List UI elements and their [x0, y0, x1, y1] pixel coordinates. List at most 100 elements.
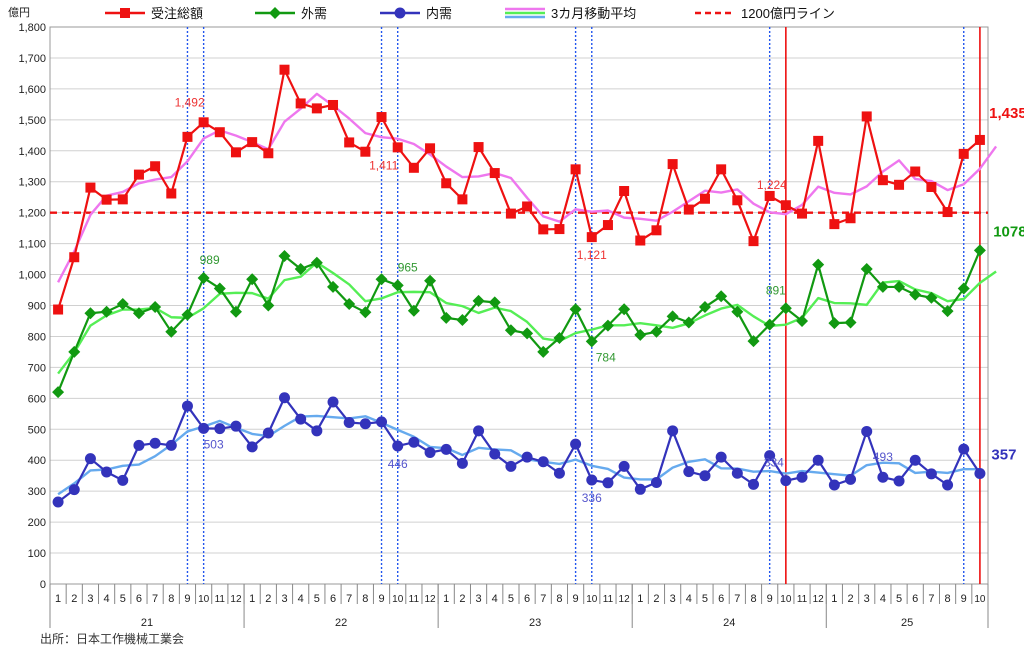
external-demand-point	[310, 256, 323, 269]
total-orders-point	[166, 188, 177, 199]
domestic-demand-point	[942, 479, 954, 491]
domestic-demand-point	[553, 467, 565, 479]
x-tick-label: 3	[670, 593, 676, 605]
x-tick-label: 3	[281, 593, 287, 605]
domestic-demand-point	[634, 483, 646, 495]
domestic-demand-point	[165, 439, 177, 451]
year-label: 21	[141, 617, 153, 629]
data-label: 989	[200, 253, 220, 267]
x-tick-label: 5	[508, 593, 514, 605]
domestic-demand-point	[667, 425, 679, 437]
x-tick-label: 2	[847, 593, 853, 605]
ma-external-line	[57, 261, 997, 375]
external-demand-point	[197, 271, 210, 284]
data-label: 1,411	[369, 158, 398, 172]
domestic-demand-point	[198, 422, 210, 434]
total-orders-point	[230, 147, 241, 158]
data-label: 493	[873, 450, 893, 464]
total-orders-point	[53, 304, 64, 315]
domestic-demand-point	[586, 474, 598, 486]
total-orders-point	[344, 137, 355, 148]
data-label: 357	[991, 447, 1016, 464]
legend-item: 内需	[380, 6, 452, 21]
x-tick-label: 1	[443, 593, 449, 605]
y-tick-label: 1,600	[18, 84, 46, 96]
x-tick-label: 7	[152, 593, 158, 605]
total-orders-point	[910, 166, 921, 177]
total-orders-point	[247, 137, 258, 148]
y-tick-label: 500	[28, 424, 46, 436]
domestic-demand-point	[650, 477, 662, 489]
external-demand-line	[57, 249, 981, 393]
external-demand-point	[796, 314, 809, 327]
x-tick-label: 12	[813, 594, 825, 605]
external-demand-point	[229, 305, 242, 318]
x-tick-label: 5	[896, 593, 902, 605]
total-orders-point	[295, 98, 306, 109]
domestic-demand-point	[262, 427, 274, 439]
domestic-demand-point	[279, 392, 290, 404]
total-orders-point	[813, 135, 824, 146]
legend-item: 1200億円ライン	[695, 6, 835, 21]
legend-label: 内需	[426, 6, 452, 21]
external-demand-point	[521, 327, 534, 340]
x-tick-label: 8	[945, 593, 951, 605]
x-tick-label: 9	[573, 593, 579, 605]
x-tick-label: 7	[540, 593, 546, 605]
data-label: 1,121	[577, 248, 607, 262]
x-tick-label: 10	[586, 594, 598, 605]
domestic-demand-point	[618, 460, 630, 472]
domestic-demand-point	[812, 454, 824, 466]
legend-item: 外需	[255, 6, 327, 21]
y-tick-label: 1,200	[18, 208, 46, 220]
x-tick-label: 12	[424, 594, 436, 605]
external-demand-point	[666, 310, 679, 323]
external-demand-point	[504, 324, 517, 337]
domestic-demand-point	[715, 451, 727, 463]
total-orders-point	[942, 207, 953, 218]
total-orders-point	[780, 200, 791, 211]
domestic-demand-point	[230, 420, 242, 432]
external-demand-point	[893, 280, 906, 293]
x-tick-label: 9	[184, 593, 190, 605]
external-demand-point	[327, 280, 340, 293]
domestic-demand-point	[343, 416, 355, 428]
external-demand-point	[116, 297, 129, 310]
total-orders-point	[522, 201, 533, 212]
external-demand-point	[472, 294, 485, 307]
external-demand-point	[149, 301, 162, 314]
total-orders-point	[926, 181, 937, 192]
total-orders-point	[117, 194, 128, 205]
x-tick-label: 5	[314, 593, 320, 605]
domestic-demand-point	[602, 477, 614, 489]
total-orders-point	[764, 190, 775, 201]
domestic-demand-point	[214, 423, 226, 435]
data-label: 784	[596, 350, 616, 364]
x-tick-label: 9	[378, 593, 384, 605]
external-demand-point	[456, 314, 469, 327]
domestic-demand-point	[748, 478, 759, 490]
total-orders-point	[392, 142, 403, 153]
domestic-demand-point	[958, 443, 970, 455]
total-orders-point	[133, 169, 144, 180]
total-orders-point	[570, 164, 581, 175]
total-orders-point	[845, 213, 856, 224]
x-tick-label: 4	[492, 593, 498, 605]
external-demand-point	[909, 288, 922, 301]
external-demand-point	[650, 325, 663, 338]
domestic-demand-point	[408, 436, 420, 448]
total-orders-point	[441, 178, 452, 189]
domestic-demand-point	[424, 446, 436, 458]
data-label: 446	[388, 457, 408, 471]
external-demand-point	[569, 303, 582, 316]
external-demand-point	[973, 244, 986, 257]
domestic-demand-point	[473, 425, 485, 437]
total-orders-point	[602, 220, 613, 231]
x-tick-label: 3	[476, 593, 482, 605]
external-demand-point	[682, 316, 695, 329]
total-orders-point	[716, 164, 727, 175]
external-demand-point	[860, 262, 873, 275]
external-demand-point	[601, 319, 614, 332]
